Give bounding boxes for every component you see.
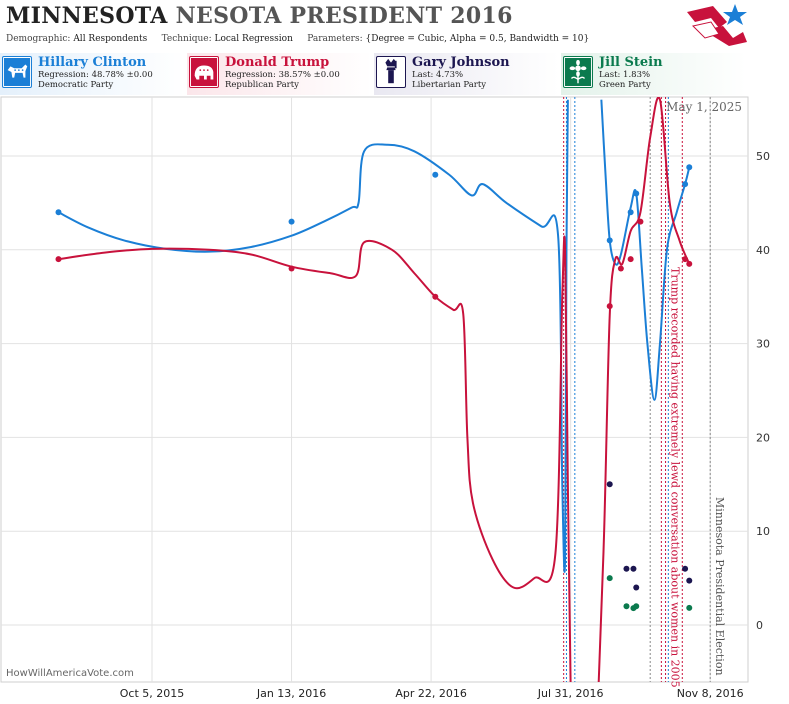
y-tick-label: 20 [756, 431, 770, 444]
plot-content [55, 97, 711, 682]
legend-johnson-party: Libertarian Party [412, 80, 487, 90]
donald-trump-poll-point [432, 293, 439, 300]
legend-stein-name: Jill Stein [599, 55, 663, 70]
candidate-legend: Hillary Clinton Regression: 48.78% ±0.00… [0, 53, 789, 95]
hillary-clinton-poll-point [432, 171, 439, 178]
legend-trump-stat: Regression: 38.57% ±0.00 [225, 70, 340, 80]
hillary-clinton-poll-point [288, 218, 295, 225]
legend-trump-party: Republican Party [225, 80, 299, 90]
y-tick-label: 50 [756, 150, 770, 163]
donkey-icon [2, 56, 32, 88]
gary-johnson-poll-point [682, 565, 689, 572]
legend-clinton-stat: Regression: 48.78% ±0.00 [38, 70, 153, 80]
x-tick-label: Oct 5, 2015 [120, 687, 185, 700]
hillary-clinton-poll-point [606, 237, 613, 244]
hillary-clinton-poll-point [55, 209, 62, 216]
legend-stein[interactable]: Jill Stein Last: 1.83% Green Party [561, 53, 746, 95]
plot-frame [0, 96, 749, 683]
technique-label: Technique: [161, 34, 212, 44]
parameters-label: Parameters: [307, 34, 363, 44]
watermark: HowWillAmericaVote.com [6, 668, 134, 679]
legend-clinton-name: Hillary Clinton [38, 55, 147, 70]
donald-trump-poll-point [55, 256, 62, 263]
x-tick-label: Jul 31, 2016 [537, 687, 604, 700]
demographic-label: Demographic: [6, 34, 71, 44]
legend-johnson-stat: Last: 4.73% [412, 70, 464, 80]
event-annotation: Trump recorded having extremely lewd con… [669, 267, 682, 688]
jill-stein-poll-point [606, 575, 613, 582]
hillary-clinton-poll-point [682, 181, 689, 188]
y-tick-label: 10 [756, 525, 770, 538]
hillary-clinton-poll-point [627, 209, 634, 216]
y-tick-label: 40 [756, 244, 770, 257]
hillary-clinton-poll-point [686, 164, 693, 171]
legend-stein-party: Green Party [599, 80, 651, 90]
gary-johnson-poll-point [686, 577, 693, 584]
demographic-value: All Respondents [73, 34, 148, 44]
liberty-torch-icon [376, 56, 406, 88]
legend-stein-stat: Last: 1.83% [599, 70, 651, 80]
x-tick-label: Nov 8, 2016 [677, 687, 744, 700]
donald-trump-trend-line [597, 97, 691, 682]
gary-johnson-poll-point [606, 481, 613, 488]
parameters-value: {Degree = Cubic, Alpha = 0.5, Bandwidth … [365, 34, 590, 44]
donald-trump-poll-point [637, 218, 644, 225]
hillary-clinton-trend-line [58, 99, 569, 573]
donald-trump-poll-point [288, 265, 295, 272]
jill-stein-poll-point [686, 604, 693, 611]
site-logo-icon [687, 4, 747, 46]
x-tick-label: Jan 13, 2016 [256, 687, 326, 700]
technique-value: Local Regression [214, 34, 293, 44]
jill-stein-poll-point [633, 603, 640, 610]
donald-trump-poll-point [617, 265, 624, 272]
donald-trump-poll-point [606, 303, 613, 310]
legend-clinton-party: Democratic Party [38, 80, 114, 90]
event-annotation: Minnesota Presidential Election [713, 497, 726, 676]
hillary-clinton-poll-point [633, 190, 640, 197]
y-tick-label: 0 [756, 619, 763, 632]
legend-johnson-name: Gary Johnson [412, 55, 510, 70]
elephant-icon [189, 56, 219, 88]
chart-parameters: Demographic: All Respondents Technique: … [6, 34, 589, 44]
legend-trump[interactable]: Donald Trump Regression: 38.57% ±0.00 Re… [187, 53, 372, 95]
legend-johnson[interactable]: Gary Johnson Last: 4.73% Libertarian Par… [374, 53, 559, 95]
y-tick-label: 30 [756, 338, 770, 351]
legend-trump-name: Donald Trump [225, 55, 330, 70]
title-state: MINNESOTA [6, 3, 168, 29]
sunflower-icon [563, 56, 593, 88]
jill-stein-poll-point [623, 603, 630, 610]
x-tick-label: Apr 22, 2016 [395, 687, 467, 700]
gary-johnson-poll-point [630, 565, 637, 572]
donald-trump-poll-point [682, 256, 689, 263]
hillary-clinton-trend-line [600, 99, 691, 401]
donald-trump-trend-line [58, 235, 572, 682]
legend-clinton[interactable]: Hillary Clinton Regression: 48.78% ±0.00… [0, 53, 185, 95]
gary-johnson-poll-point [623, 565, 630, 572]
page-title: MINNESOTA NESOTA PRESIDENT 2016 [6, 3, 513, 29]
donald-trump-poll-point [627, 256, 634, 263]
donald-trump-poll-point [686, 260, 693, 267]
date-stamp: May 1, 2025 [666, 100, 742, 114]
gary-johnson-poll-point [633, 584, 640, 591]
title-race: NESOTA PRESIDENT 2016 [175, 3, 513, 29]
